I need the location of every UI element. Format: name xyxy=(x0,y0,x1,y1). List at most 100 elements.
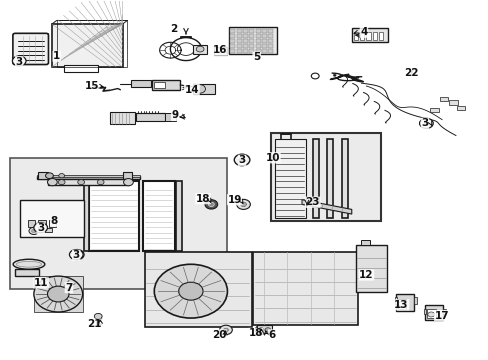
Bar xyxy=(359,32,364,40)
Text: 7: 7 xyxy=(65,283,73,293)
Circle shape xyxy=(427,312,434,317)
Circle shape xyxy=(239,158,244,162)
Text: 3: 3 xyxy=(37,224,44,233)
Text: 2: 2 xyxy=(170,24,177,35)
Circle shape xyxy=(204,200,217,209)
Bar xyxy=(193,84,215,94)
Bar xyxy=(213,47,227,55)
Bar xyxy=(122,172,132,179)
Circle shape xyxy=(178,282,203,300)
Text: 16: 16 xyxy=(212,45,227,55)
Bar xyxy=(271,134,380,221)
Text: 6: 6 xyxy=(268,330,275,340)
Bar xyxy=(37,176,140,179)
Bar xyxy=(143,181,174,251)
Circle shape xyxy=(208,202,214,207)
Bar xyxy=(249,39,254,42)
Bar xyxy=(439,97,447,101)
Bar xyxy=(230,44,235,48)
Bar xyxy=(366,32,370,40)
Text: 21: 21 xyxy=(87,319,102,329)
Bar xyxy=(341,139,347,218)
Circle shape xyxy=(75,253,80,256)
Bar xyxy=(37,175,140,177)
Bar xyxy=(268,49,273,53)
Circle shape xyxy=(78,180,84,185)
Bar xyxy=(268,44,273,48)
Bar xyxy=(312,139,318,218)
Bar xyxy=(360,240,369,245)
Circle shape xyxy=(242,159,245,161)
Bar xyxy=(255,44,260,48)
Circle shape xyxy=(238,159,241,161)
Bar xyxy=(236,29,241,33)
Bar xyxy=(268,34,273,38)
Circle shape xyxy=(38,226,43,229)
Bar xyxy=(378,32,383,40)
Text: 4: 4 xyxy=(360,27,367,37)
Circle shape xyxy=(59,174,64,178)
Bar xyxy=(48,179,129,185)
Bar xyxy=(353,32,357,40)
Circle shape xyxy=(34,276,82,312)
Circle shape xyxy=(355,76,358,78)
Bar xyxy=(136,113,164,121)
Bar xyxy=(243,29,247,33)
Bar xyxy=(268,39,273,42)
Polygon shape xyxy=(302,200,351,214)
Circle shape xyxy=(223,328,228,332)
Circle shape xyxy=(332,74,335,76)
Bar xyxy=(253,252,357,325)
Bar xyxy=(423,309,426,315)
Text: 3: 3 xyxy=(16,57,23,67)
Bar xyxy=(39,228,52,232)
Bar xyxy=(10,158,227,289)
Circle shape xyxy=(45,173,53,179)
Bar xyxy=(57,21,127,67)
Circle shape xyxy=(123,179,133,186)
Circle shape xyxy=(398,302,405,307)
Bar xyxy=(351,28,387,42)
Circle shape xyxy=(12,56,26,66)
Bar xyxy=(154,82,164,88)
Bar xyxy=(372,32,376,40)
Circle shape xyxy=(94,314,102,319)
Bar xyxy=(255,29,260,33)
Text: 18: 18 xyxy=(248,328,263,338)
Bar xyxy=(193,45,206,54)
Bar xyxy=(49,220,56,226)
Bar xyxy=(262,34,266,38)
Text: 22: 22 xyxy=(403,68,418,78)
Text: 1: 1 xyxy=(53,51,61,61)
Bar xyxy=(243,49,247,53)
Bar xyxy=(424,305,443,320)
Bar xyxy=(34,276,82,312)
Bar xyxy=(255,34,260,38)
Bar xyxy=(327,139,332,218)
Bar xyxy=(230,49,235,53)
Circle shape xyxy=(419,118,432,129)
Bar xyxy=(262,49,266,53)
Bar xyxy=(236,39,241,42)
Circle shape xyxy=(34,223,47,233)
Bar xyxy=(38,172,48,179)
Bar xyxy=(228,27,276,54)
Text: 17: 17 xyxy=(434,311,448,320)
Bar xyxy=(230,39,235,42)
Bar xyxy=(236,34,241,38)
Bar xyxy=(15,269,39,276)
Circle shape xyxy=(219,325,232,334)
Bar xyxy=(443,309,445,315)
Bar xyxy=(429,108,438,112)
Text: 20: 20 xyxy=(211,330,226,340)
Bar xyxy=(256,324,272,333)
Circle shape xyxy=(236,199,250,210)
Circle shape xyxy=(193,85,205,93)
Bar xyxy=(27,220,35,226)
Text: 8: 8 xyxy=(51,216,58,226)
Circle shape xyxy=(196,46,203,52)
Bar xyxy=(243,39,247,42)
Ellipse shape xyxy=(13,259,45,269)
Bar xyxy=(255,39,260,42)
Bar xyxy=(355,245,386,292)
